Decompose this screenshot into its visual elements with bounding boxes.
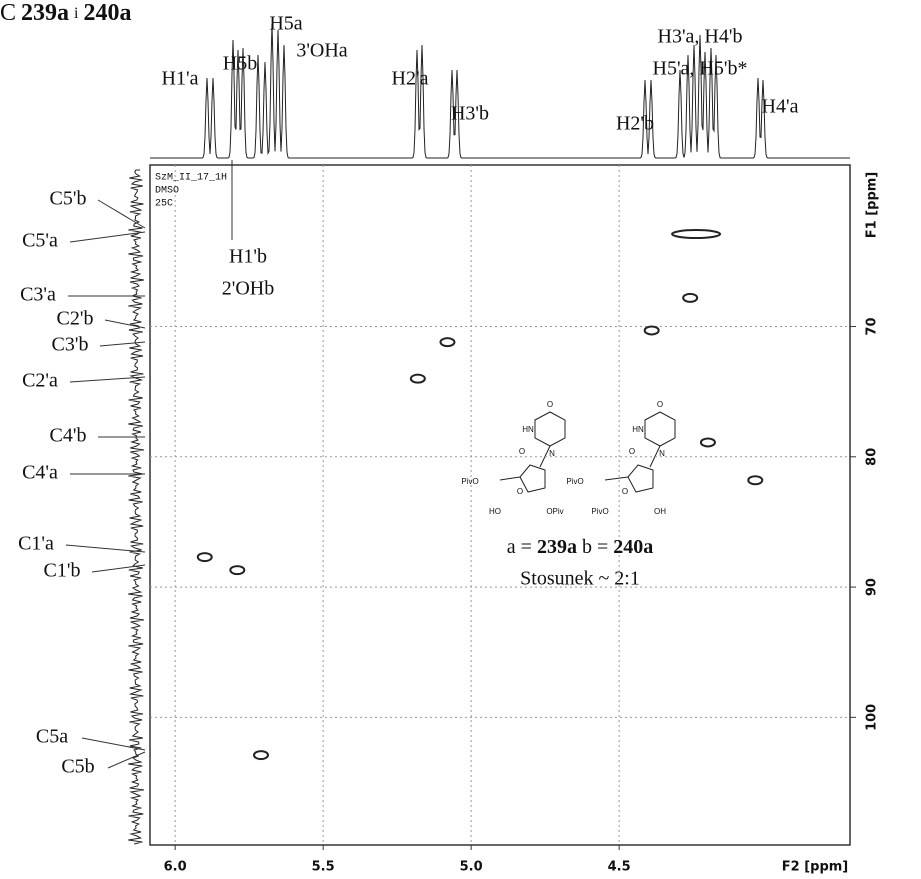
title-part: 239a (21, 0, 69, 26)
label-pointer (69, 231, 146, 243)
label-pointer (97, 199, 146, 229)
x-axis-label: F2 [ppm] (782, 860, 849, 875)
label-pointer (69, 376, 146, 383)
caption-part: 239a (537, 536, 577, 558)
carbon-label: C5b (61, 756, 94, 778)
proton-label: H2'b (616, 113, 654, 135)
atom-label: HO (489, 507, 501, 516)
atom-label: O (517, 487, 523, 496)
carbon-label: C2'b (57, 308, 94, 330)
label-pointer (107, 751, 146, 769)
y-axis-label: F1 [ppm] (865, 172, 880, 239)
cross-peak (699, 437, 716, 448)
proton-label: H3'b (451, 103, 489, 125)
proton-label: H5b (223, 53, 257, 75)
atom-label: HN (522, 425, 534, 434)
atom-label: O (519, 447, 525, 456)
caption-part: 240a (613, 536, 653, 558)
carbon-label: C2'a (22, 370, 58, 392)
proton-label: 3'OHa (296, 40, 347, 62)
cross-peak (196, 552, 213, 563)
atom-label: O (547, 400, 553, 409)
atom-label: O (629, 447, 635, 456)
cross-peak (682, 292, 699, 303)
atom-label: PivO (566, 477, 583, 486)
plot-frame (149, 164, 851, 846)
x-tick-label: 6.0 (164, 860, 187, 875)
label-pointer (99, 341, 146, 347)
proton-label: H5'a, H5'b* (653, 58, 748, 80)
inset-text: 25C (155, 199, 173, 210)
label-pointer (65, 544, 146, 553)
atom-label: OPiv (546, 507, 563, 516)
title-part: 240a (83, 0, 131, 26)
label-pointer (104, 319, 146, 329)
proton-label: H3'a, H4'b (658, 26, 743, 48)
molecules (499, 411, 676, 493)
proton-label: 2'OHb (222, 278, 275, 300)
x-tick-label: 5.0 (460, 860, 483, 875)
atom-label: O (622, 487, 628, 496)
proton-label: H5a (269, 13, 302, 35)
atom-label: O (657, 400, 663, 409)
caption-part: a = (507, 536, 532, 558)
carbon-label: C3'a (20, 284, 56, 306)
cross-peak (747, 475, 764, 486)
proton-label: H1'b (229, 246, 267, 268)
x-tick-label: 5.5 (312, 860, 335, 875)
proton-label: H1'a (162, 68, 199, 90)
label-pointer (91, 564, 146, 573)
atom-label: N (549, 449, 555, 458)
carbon-label: C1'a (18, 533, 54, 555)
inset-text: SzM_II_17_1H (155, 173, 227, 184)
carbon-label: C1'b (44, 560, 81, 582)
cross-peak (252, 750, 269, 761)
proton-label: H2'a (392, 68, 429, 90)
projection-f2 (150, 23, 850, 159)
carbon-label: C5a (36, 726, 68, 748)
cross-peak (409, 373, 426, 384)
cross-peak (229, 565, 246, 576)
carbon-label: C4'b (50, 425, 87, 447)
title: C 239a i 240a (0, 0, 131, 26)
x-tick-label: 4.5 (608, 860, 631, 875)
atom-label: PivO (461, 477, 478, 486)
proton-label: H4'a (762, 96, 799, 118)
y-tick-label: 100 (865, 704, 880, 731)
atom-label: N (659, 449, 665, 458)
atom-label: OH (654, 507, 666, 516)
carbon-label: C5'b (50, 188, 87, 210)
label-pointer (81, 737, 146, 751)
atom-label: PivO (591, 507, 608, 516)
projection-f1 (128, 169, 145, 845)
cross-peak (671, 229, 722, 240)
ratio: Stosunek ~ 2:1 (520, 568, 640, 590)
caption-part: b = (582, 536, 608, 558)
y-tick-label: 80 (865, 448, 880, 466)
carbon-label: C5'a (22, 230, 58, 252)
y-tick-label: 90 (865, 578, 880, 596)
carbon-label: C4'a (22, 462, 58, 484)
caption: a = 239a b = 240a (507, 536, 653, 558)
cross-peak (439, 337, 456, 348)
title-part: C (0, 0, 16, 26)
carbon-label: C3'b (52, 334, 89, 356)
cross-peak (643, 325, 660, 336)
atom-label: HN (632, 425, 644, 434)
title-part: i (74, 5, 79, 22)
inset-text: DMSO (155, 186, 179, 197)
y-tick-label: 70 (865, 317, 880, 335)
